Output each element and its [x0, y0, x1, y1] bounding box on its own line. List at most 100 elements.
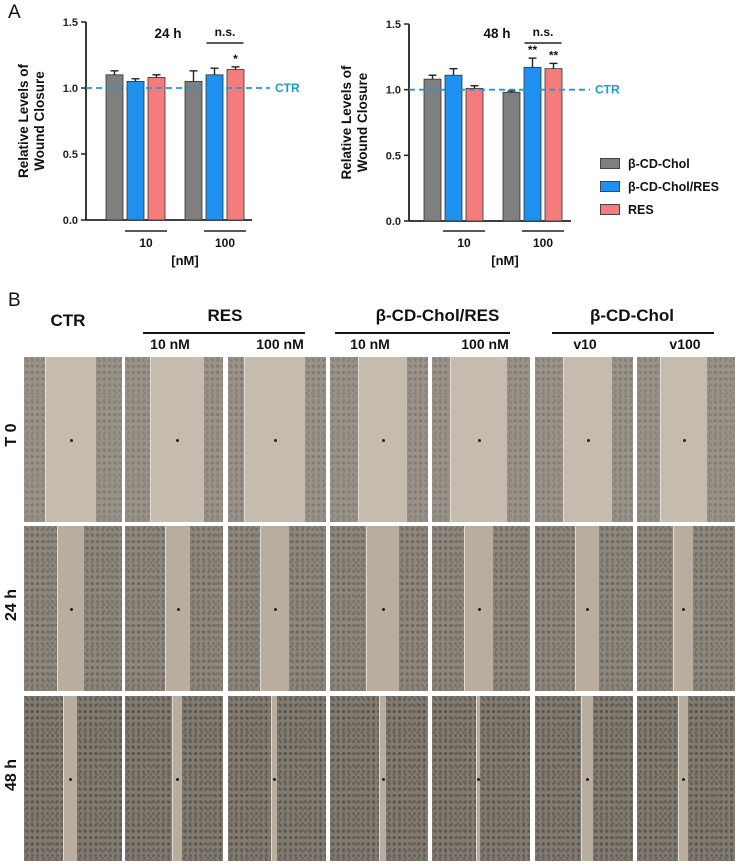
cell-layer-right [693, 526, 735, 691]
bar-chart-48h: 0.0 0.5 1.0 1.5 Relative Levels of Wound Clos… [320, 0, 620, 280]
cell-layer-left [330, 357, 358, 522]
cell-layer-left [24, 357, 45, 522]
micrograph-tile [330, 526, 428, 691]
cell-layer-left [125, 526, 165, 691]
reference-mark [477, 607, 481, 611]
legend-label: β-CD-Chol/RES [628, 179, 719, 194]
cell-layer-right [493, 526, 530, 691]
cell-layer-left [24, 526, 57, 691]
reference-mark [586, 607, 589, 611]
cell-layer-right [480, 696, 530, 861]
cell-layer-left [228, 357, 244, 522]
col-label-chol-res-100: 100 nM [461, 336, 509, 352]
reference-mark [273, 438, 277, 442]
x-tick-label: 10 [139, 236, 153, 250]
micrograph-tile [125, 357, 223, 522]
cell-layer-right [386, 696, 428, 861]
legend-swatch [600, 158, 620, 169]
micrograph-tile [637, 526, 735, 691]
y-tick-label: 0.0 [63, 215, 78, 227]
cell-layer-left [637, 357, 660, 522]
y-tick-label: 1.5 [63, 17, 78, 29]
row-label-48h: 48 h [3, 759, 20, 792]
y-tick-label: 0.5 [63, 149, 78, 161]
bar [105, 74, 124, 221]
cell-layer-right [96, 357, 122, 522]
micrograph-tile [125, 526, 223, 691]
chart-svg: 0.0 0.5 1.0 1.5 Relative Levels of Wound Clos… [16, 17, 300, 268]
micrograph-tile [637, 696, 735, 861]
svg-text:Relative Levels of: Relative Levels of [339, 65, 354, 180]
cell-layer-right [182, 696, 223, 861]
group-label-res: RES [207, 306, 243, 325]
cell-layer-right [190, 526, 223, 691]
row-label-24h: 24 h [3, 589, 20, 622]
cell-layer-right [204, 357, 223, 522]
cell-layer-left [330, 696, 379, 861]
bar-chart-24h: 0.0 0.5 1.0 1.5 Relative Levels of Wound Clos… [0, 0, 320, 280]
cell-layer-right [612, 357, 633, 522]
y-tick-label: 0.0 [386, 216, 401, 228]
cell-layer-left [125, 696, 172, 861]
significance-star: * [233, 52, 238, 66]
cell-layer-left [432, 357, 450, 522]
y-axis-label: Relative Levels of Wound Closure [339, 65, 370, 180]
ctr-reference-label: CTR [275, 81, 300, 95]
col-label-chol-v10: v10 [573, 336, 597, 352]
reference-mark [477, 777, 480, 781]
reference-mark [69, 607, 73, 611]
reference-mark [586, 438, 590, 442]
reference-mark [176, 438, 179, 442]
group-label-ctr: CTR [50, 311, 86, 330]
micrograph-tile [228, 526, 326, 691]
bar [423, 78, 442, 222]
reference-mark [682, 607, 685, 611]
cell-layer-left [125, 357, 150, 522]
bar [502, 91, 521, 222]
micrograph-tile [330, 357, 428, 522]
y-tick-label: 0.5 [386, 150, 401, 162]
significance-star: ** [549, 48, 559, 62]
cell-layer-right [507, 357, 530, 522]
cell-layer-left [637, 526, 673, 691]
cell-layer-right [599, 526, 633, 691]
cell-layer-left [228, 526, 260, 691]
cell-layer-right [593, 696, 633, 861]
y-tick-label: 1.0 [386, 85, 401, 97]
cell-layer-right [77, 696, 122, 861]
micrograph-tile [24, 526, 122, 691]
reference-mark [69, 777, 72, 781]
group-underline-cd-chol-res [335, 332, 510, 334]
significance-label: n.s. [533, 25, 554, 39]
bar [184, 81, 203, 221]
chart-title: 24 h [154, 26, 181, 41]
cell-layer-left [535, 696, 581, 861]
micrograph-tile [228, 357, 326, 522]
group-label-cd-chol-res: β-CD-Chol/RES [375, 306, 500, 325]
reference-mark [682, 438, 686, 442]
group-underline-res [143, 332, 305, 334]
svg-text:Wound Closure: Wound Closure [355, 72, 370, 172]
col-label-chol-res-10: 10 nM [350, 336, 390, 352]
chart-svg: 0.0 0.5 1.0 1.5 Relative Levels of Wound Clos… [339, 19, 620, 268]
cell-layer-left [637, 696, 678, 861]
micrograph-tile [125, 696, 223, 861]
reference-mark [682, 777, 685, 781]
micrograph-tile [535, 526, 633, 691]
legend-swatch [600, 181, 620, 192]
x-tick-label: 100 [215, 236, 235, 250]
bar [126, 81, 145, 221]
group-label-cd-chol: β-CD-Chol [589, 306, 675, 325]
panel-a-letter: A [8, 2, 21, 23]
cell-layer-left [24, 696, 63, 861]
panel-b-letter: B [8, 290, 21, 311]
micrograph-tile [432, 696, 530, 861]
reference-mark [381, 438, 385, 442]
y-tick-label: 1.5 [386, 19, 401, 31]
cell-layer-left [535, 526, 575, 691]
micrograph-tile [432, 526, 530, 691]
micrograph-tile [330, 696, 428, 861]
cell-layer-right [305, 357, 326, 522]
cell-layer-left [432, 526, 464, 691]
micrograph-tile [535, 357, 633, 522]
